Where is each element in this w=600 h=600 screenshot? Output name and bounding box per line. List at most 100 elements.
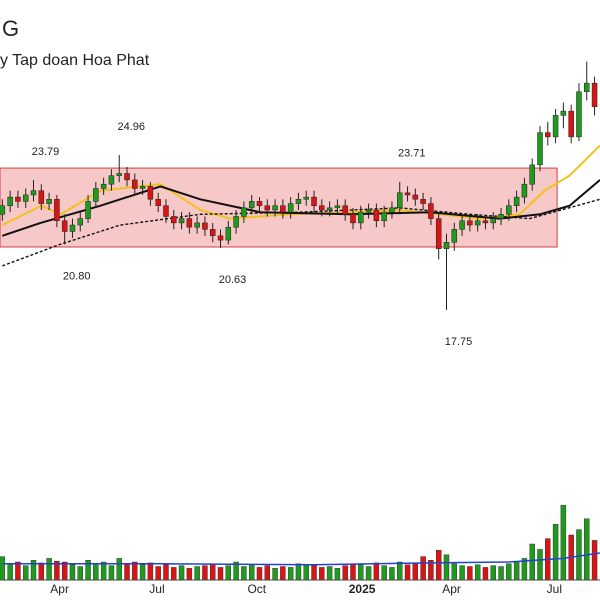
volume-bar — [443, 554, 450, 581]
moving-average — [2, 198, 600, 267]
volume-bar — [482, 567, 489, 581]
box-layer — [0, 167, 558, 248]
candle-body — [217, 235, 224, 241]
candle-body — [459, 220, 465, 230]
volume-bar — [241, 566, 247, 581]
volume-bar — [365, 566, 372, 581]
volume-bar — [397, 561, 403, 581]
price-annotation: 24.96 — [117, 121, 145, 133]
volume-bar — [287, 567, 294, 581]
volume-bar — [459, 565, 465, 581]
volume-bar — [61, 561, 68, 581]
volume-bar — [23, 565, 29, 581]
volume-bar — [264, 565, 270, 581]
volume-bar — [529, 543, 535, 581]
candle-body — [451, 229, 458, 243]
candle-body — [552, 115, 559, 138]
candle-body — [186, 218, 193, 228]
candle-body — [85, 201, 91, 219]
volume-bar — [93, 563, 99, 581]
volume-bar — [132, 561, 138, 581]
candle-body — [428, 203, 434, 219]
volume-bar — [155, 566, 161, 581]
volume-bar — [124, 563, 130, 581]
candle-body — [467, 220, 473, 226]
candle-body — [326, 207, 333, 211]
candle-body — [77, 218, 84, 226]
x-tick-label: Jul — [149, 582, 164, 596]
x-tick-label: Apr — [50, 582, 69, 596]
candle-body — [209, 229, 216, 237]
candle-body — [116, 173, 122, 176]
candle-body — [591, 82, 598, 108]
volume-bar — [474, 564, 481, 581]
candle-body — [474, 220, 481, 226]
candle-body — [435, 218, 442, 249]
volume-bar — [217, 567, 224, 581]
candle-body — [365, 209, 372, 213]
candle-body — [576, 91, 582, 138]
candle-body — [163, 205, 169, 217]
candle-body — [38, 190, 45, 204]
volume-bar — [412, 563, 419, 581]
volume-bar — [326, 566, 333, 581]
volume-bar — [498, 566, 504, 581]
volume-bar — [248, 564, 255, 581]
volume-bar — [389, 567, 395, 581]
candle-body — [529, 164, 535, 185]
price-annotation: 23.79 — [32, 146, 60, 158]
candle-body — [202, 222, 208, 230]
volume-bar — [194, 566, 200, 581]
candle-body — [233, 216, 239, 228]
candle-body — [155, 199, 161, 206]
volume-bar — [272, 568, 278, 581]
chart-title: G — [2, 16, 19, 41]
candle-body — [132, 179, 138, 189]
candle-body — [7, 196, 13, 206]
volume-bar — [358, 564, 364, 581]
chart-subtitle: y Tap doan Hoa Phat — [0, 52, 150, 69]
volume-bar — [537, 549, 543, 581]
volume-bar — [139, 564, 146, 581]
volume-bar — [311, 565, 317, 581]
volume-bar — [420, 556, 426, 581]
volume-bar — [100, 561, 107, 581]
volume-bar — [350, 563, 356, 581]
x-tick-label: 2025 — [349, 582, 376, 596]
candle-body — [404, 192, 411, 196]
volume-bar — [373, 562, 380, 581]
candle-body — [54, 199, 60, 221]
volume-bar — [584, 518, 590, 581]
candle-body — [100, 183, 107, 189]
candle-body — [545, 132, 551, 138]
candle-body — [272, 205, 278, 211]
volume-bar — [0, 556, 6, 581]
candle-body — [225, 226, 232, 241]
price-annotation: 20.63 — [219, 274, 247, 286]
candle-body — [69, 224, 76, 232]
candle-body — [178, 218, 185, 224]
volume-bar — [202, 565, 208, 581]
volume-bar — [163, 564, 169, 581]
candle-body — [358, 211, 364, 224]
candle-body — [241, 207, 247, 217]
volume-bar — [15, 561, 21, 581]
labels-layer: Apr Jul Oct 2025 Apr Jul 23.79 24.96 20.80 20.63 2… — [32, 121, 562, 596]
volume-bar — [560, 505, 567, 581]
candle-body — [287, 203, 294, 213]
volume-bar — [46, 558, 52, 581]
volume-bar — [490, 565, 496, 581]
x-tick-label: Oct — [247, 582, 266, 596]
candle-body — [303, 196, 309, 200]
vol-layer — [0, 505, 598, 581]
candle-body — [46, 199, 52, 204]
candle-body — [311, 196, 317, 206]
candle-body — [584, 82, 590, 93]
volume-bar — [552, 524, 559, 581]
volume-bar — [381, 565, 387, 581]
candle-body — [93, 188, 99, 202]
candle-body — [506, 205, 512, 215]
candle-body — [396, 192, 403, 209]
volume-bar — [436, 550, 442, 581]
